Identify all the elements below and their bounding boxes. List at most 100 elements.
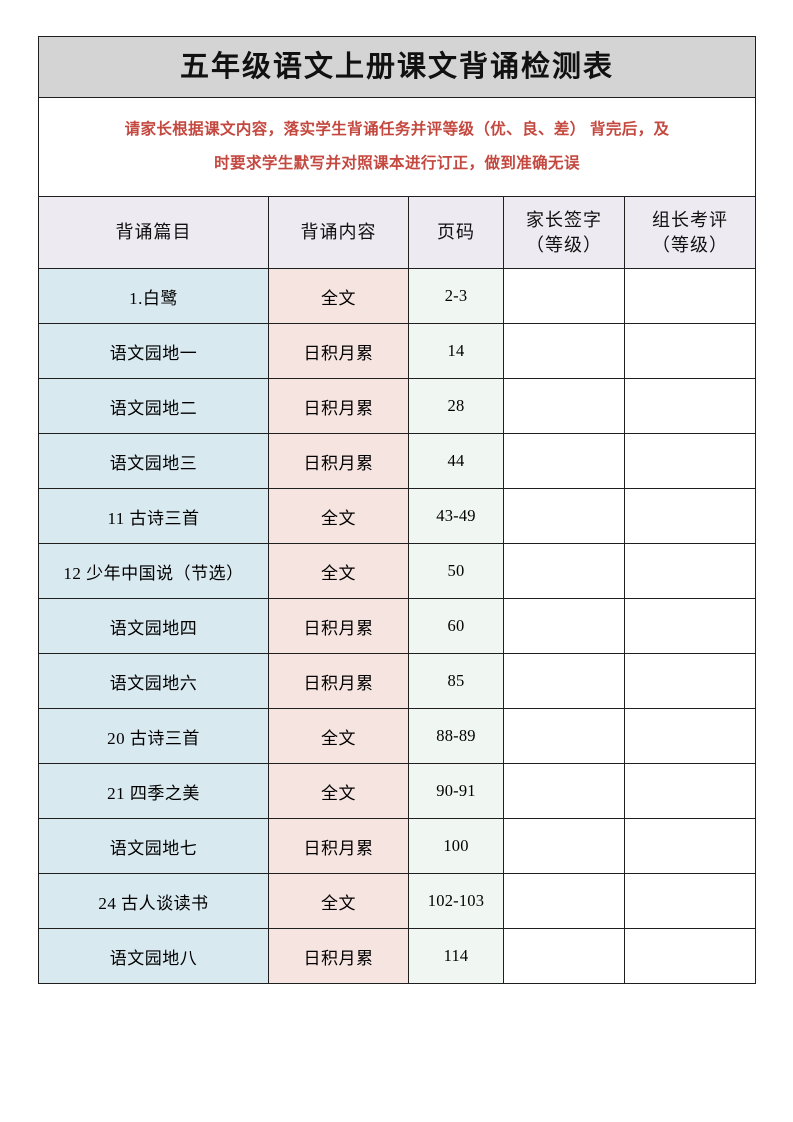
cell-page: 102-103 [408,873,504,929]
table-row: 1.白鹭 全文 2-3 [38,268,757,324]
column-header-parent-signature-sublabel: （等级） [526,234,602,255]
cell-content: 日积月累 [268,598,409,654]
cell-title: 1.白鹭 [38,268,269,324]
cell-title: 20 古诗三首 [38,708,269,764]
cell-parent-signature[interactable] [503,763,625,819]
cell-page: 60 [408,598,504,654]
table-row: 24 古人谈读书 全文 102-103 [38,873,757,929]
cell-page: 28 [408,378,504,434]
cell-page: 85 [408,653,504,709]
cell-group-leader-grade[interactable] [623,928,757,984]
cell-page: 114 [408,928,504,984]
cell-group-leader-grade[interactable] [623,433,757,489]
cell-parent-signature[interactable] [503,873,625,929]
cell-parent-signature[interactable] [503,708,625,764]
cell-content: 日积月累 [268,323,409,379]
column-header-parent-signature-label: 家长签字 [526,209,602,230]
cell-group-leader-grade[interactable] [623,818,757,874]
cell-title: 语文园地七 [38,818,269,874]
table-header-row: 背诵篇目 背诵内容 页码 家长签字 （等级） 组长考评 （等级） [38,196,757,269]
cell-group-leader-grade[interactable] [623,653,757,709]
cell-parent-signature[interactable] [503,543,625,599]
table-body: 五年级语文上册课文背诵检测表 请家长根据课文内容，落实学生背诵任务并评等级（优、… [37,36,757,984]
title-row: 五年级语文上册课文背诵检测表 [37,36,757,98]
cell-group-leader-grade[interactable] [623,708,757,764]
cell-title: 11 古诗三首 [38,488,269,544]
cell-page: 90-91 [408,763,504,819]
cell-title: 21 四季之美 [38,763,269,819]
cell-content: 全文 [268,763,409,819]
cell-parent-signature[interactable] [503,818,625,874]
cell-title: 语文园地六 [38,653,269,709]
cell-parent-signature[interactable] [503,433,625,489]
cell-parent-signature[interactable] [503,268,625,324]
cell-parent-signature[interactable] [503,653,625,709]
cell-title: 语文园地一 [38,323,269,379]
cell-group-leader-grade[interactable] [623,488,757,544]
table-row: 语文园地三 日积月累 44 [38,433,757,489]
cell-title: 语文园地八 [38,928,269,984]
cell-title: 12 少年中国说（节选） [38,543,269,599]
cell-parent-signature[interactable] [503,378,625,434]
cell-page: 50 [408,543,504,599]
cell-title: 语文园地三 [38,433,269,489]
cell-page: 44 [408,433,504,489]
cell-group-leader-grade[interactable] [623,598,757,654]
table-row: 11 古诗三首 全文 43-49 [38,488,757,544]
cell-content: 日积月累 [268,928,409,984]
column-header-content: 背诵内容 [268,196,409,269]
instruction-cell: 请家长根据课文内容，落实学生背诵任务并评等级（优、良、差） 背完后，及 时要求学… [37,97,757,197]
column-header-group-leader-review-sublabel: （等级） [652,234,728,255]
cell-page: 88-89 [408,708,504,764]
cell-parent-signature[interactable] [503,323,625,379]
cell-group-leader-grade[interactable] [623,873,757,929]
cell-group-leader-grade[interactable] [623,543,757,599]
column-header-page-label: 页码 [437,222,475,242]
title-banner-cell: 五年级语文上册课文背诵检测表 [37,36,757,98]
column-header-parent-signature: 家长签字 （等级） [503,196,625,269]
table-row: 20 古诗三首 全文 88-89 [38,708,757,764]
cell-content: 日积月累 [268,818,409,874]
cell-content: 日积月累 [268,653,409,709]
table-row: 语文园地二 日积月累 28 [38,378,757,434]
instruction-line-1: 请家长根据课文内容，落实学生背诵任务并评等级（优、良、差） 背完后，及 [124,121,670,138]
cell-content: 全文 [268,543,409,599]
cell-page: 2-3 [408,268,504,324]
cell-group-leader-grade[interactable] [623,378,757,434]
cell-content: 日积月累 [268,378,409,434]
table-row: 语文园地四 日积月累 60 [38,598,757,654]
table-row: 12 少年中国说（节选） 全文 50 [38,543,757,599]
column-header-group-leader-review: 组长考评 （等级） [623,196,757,269]
cell-title: 语文园地二 [38,378,269,434]
cell-parent-signature[interactable] [503,928,625,984]
instruction-line-2: 时要求学生默写并对照课本进行订正，做到准确无误 [214,155,580,172]
cell-title: 24 古人谈读书 [38,873,269,929]
cell-parent-signature[interactable] [503,488,625,544]
table-row: 语文园地一 日积月累 14 [38,323,757,379]
instruction-row: 请家长根据课文内容，落实学生背诵任务并评等级（优、良、差） 背完后，及 时要求学… [37,97,757,197]
page-title: 五年级语文上册课文背诵检测表 [180,51,615,83]
cell-content: 全文 [268,488,409,544]
column-header-group-leader-review-label: 组长考评 [652,209,728,230]
cell-parent-signature[interactable] [503,598,625,654]
cell-group-leader-grade[interactable] [623,268,757,324]
cell-page: 43-49 [408,488,504,544]
cell-title: 语文园地四 [38,598,269,654]
column-header-title: 背诵篇目 [38,196,269,269]
cell-group-leader-grade[interactable] [623,323,757,379]
cell-group-leader-grade[interactable] [623,763,757,819]
table-row: 语文园地七 日积月累 100 [38,818,757,874]
recitation-check-table: 五年级语文上册课文背诵检测表 请家长根据课文内容，落实学生背诵任务并评等级（优、… [37,36,757,984]
column-header-title-label: 背诵篇目 [115,222,192,242]
cell-page: 100 [408,818,504,874]
cell-content: 全文 [268,708,409,764]
cell-page: 14 [408,323,504,379]
table-row: 21 四季之美 全文 90-91 [38,763,757,819]
table-row: 语文园地八 日积月累 114 [38,928,757,984]
table-row: 语文园地六 日积月累 85 [38,653,757,709]
column-header-page: 页码 [408,196,504,269]
column-header-content-label: 背诵内容 [300,222,377,242]
cell-content: 全文 [268,268,409,324]
cell-content: 全文 [268,873,409,929]
